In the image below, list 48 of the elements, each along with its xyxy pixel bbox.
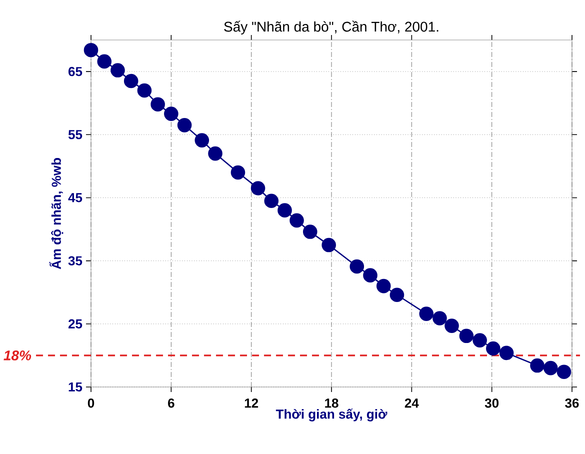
chart-title: Sấy "Nhãn da bò", Cần Thơ, 2001. <box>224 20 438 34</box>
y-tick-label: 65 <box>68 66 82 76</box>
x-tick-label: 0 <box>88 398 94 408</box>
point <box>363 268 378 282</box>
point <box>390 288 404 302</box>
point <box>250 181 266 196</box>
point <box>472 333 487 348</box>
point <box>322 238 336 252</box>
y-tick-label: 25 <box>68 319 82 328</box>
x-tick-label: 12 <box>244 398 258 408</box>
point <box>486 341 500 356</box>
point <box>350 259 364 274</box>
point <box>208 146 222 161</box>
point <box>97 54 112 69</box>
point <box>499 346 514 360</box>
x-axis-title: Thời gian sấy, giờ <box>276 408 388 422</box>
y-axis-title: Ẩm độ nhãn, %wb <box>49 158 64 270</box>
point <box>278 203 292 218</box>
x-tick-label: 30 <box>484 398 499 408</box>
point <box>302 224 318 239</box>
point <box>230 165 246 180</box>
point <box>110 63 125 78</box>
y-tick-label: 55 <box>68 130 82 140</box>
x-tick-label: 6 <box>168 398 174 408</box>
point <box>137 83 152 98</box>
point <box>543 360 558 376</box>
text: 18% <box>4 350 32 360</box>
point <box>194 133 210 148</box>
point <box>150 97 165 112</box>
point <box>444 318 459 333</box>
y-tick-label: 15 <box>68 382 82 392</box>
point <box>432 311 447 326</box>
point <box>530 358 544 373</box>
point <box>376 278 391 294</box>
point <box>177 118 192 132</box>
x-tick-label: 24 <box>404 398 419 408</box>
point <box>84 42 98 58</box>
point <box>419 306 434 321</box>
point <box>459 328 474 344</box>
x-tick-label: 18 <box>325 398 338 408</box>
point <box>290 213 304 228</box>
point <box>124 74 138 88</box>
point <box>164 106 178 121</box>
x-tick-label: 36 <box>565 398 579 408</box>
point <box>264 194 279 208</box>
point <box>556 364 572 379</box>
y-tick-label: 35 <box>68 256 82 266</box>
y-tick-label: 45 <box>68 193 82 202</box>
